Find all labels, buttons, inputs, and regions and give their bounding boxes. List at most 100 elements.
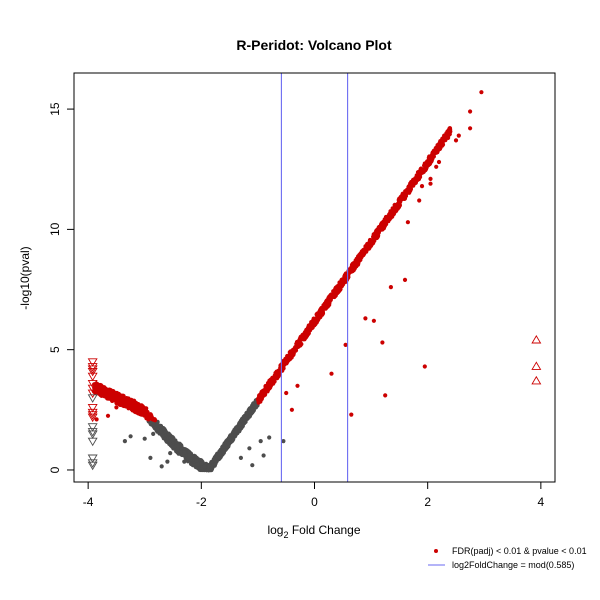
significant-point <box>289 407 294 412</box>
significant-point <box>388 285 393 290</box>
clipped-point-down <box>87 413 98 423</box>
significant-point <box>380 340 385 345</box>
x-tick-label: -4 <box>83 495 94 509</box>
significant-point <box>124 396 129 401</box>
significant-point <box>436 159 442 165</box>
nonsignificant-point <box>195 462 200 467</box>
nonsignificant-point <box>148 455 153 460</box>
clipped-point-up <box>531 334 542 344</box>
significant-point <box>320 307 325 312</box>
nonsignificant-point <box>202 464 207 469</box>
nonsignificant-point <box>237 422 243 427</box>
significant-point <box>453 138 459 143</box>
nonsignificant-point <box>194 458 199 463</box>
significant-point <box>287 357 292 362</box>
significant-point <box>349 412 354 417</box>
significant-point <box>407 184 412 189</box>
nonsignificant-point <box>227 436 232 441</box>
significant-point <box>414 173 419 178</box>
clipped-point-down <box>87 430 98 439</box>
significant-point <box>328 295 333 300</box>
significant-point <box>402 277 408 282</box>
significant-point <box>142 406 148 411</box>
significant-point <box>405 188 410 194</box>
nonsignificant-point <box>142 436 147 441</box>
significant-point <box>373 233 378 238</box>
nonsignificant-point <box>258 439 263 444</box>
significant-point <box>324 300 329 305</box>
legend-label-significant: FDR(padj) < 0.01 & pvalue < 0.01 <box>452 546 587 556</box>
significant-point <box>430 153 435 158</box>
significant-point <box>143 410 148 415</box>
significant-point <box>387 215 392 220</box>
nonsignificant-point <box>182 459 187 464</box>
significant-point <box>130 399 135 404</box>
nonsignificant-point <box>229 433 234 438</box>
significant-point <box>358 257 363 262</box>
nonsignificant-point <box>170 444 175 449</box>
significant-point <box>456 133 461 138</box>
nonsignificant-point <box>226 441 231 446</box>
significant-point <box>105 413 111 418</box>
significant-point <box>354 260 359 265</box>
y-tick-label: 15 <box>48 102 62 116</box>
significant-point <box>98 386 103 391</box>
significant-point <box>311 321 316 326</box>
nonsignificant-point <box>199 461 204 466</box>
significant-point <box>260 388 265 394</box>
significant-point <box>284 390 289 396</box>
significant-point <box>108 396 113 402</box>
significant-point <box>418 166 424 171</box>
significant-point <box>357 252 362 257</box>
significant-point <box>363 316 368 321</box>
nonsignificant-point <box>188 457 193 462</box>
nonsignificant-point <box>217 452 222 457</box>
significant-point <box>374 228 379 233</box>
nonsignificant-point <box>151 431 156 436</box>
nonsignificant-point <box>163 429 168 434</box>
significant-point <box>391 210 396 215</box>
significant-point <box>422 364 427 369</box>
clipped-point-down <box>87 423 98 432</box>
significant-point <box>428 181 433 186</box>
nonsignificant-point <box>122 439 127 444</box>
nonsignificant-point <box>187 453 192 458</box>
significant-point <box>332 294 338 299</box>
nonsignificant-point <box>128 434 133 439</box>
significant-point <box>441 137 446 142</box>
clipped-point-down <box>87 358 98 367</box>
significant-point <box>284 358 289 363</box>
significant-point <box>340 282 346 287</box>
significant-point <box>153 418 158 423</box>
chart-title: R-Peridot: Volcano Plot <box>236 37 392 53</box>
significant-point <box>258 393 263 398</box>
clipped-point-down <box>87 372 98 382</box>
clipped-point-down <box>87 367 98 377</box>
significant-point <box>405 220 410 225</box>
nonsignificant-point <box>242 421 247 426</box>
nonsignificant-point <box>212 457 217 463</box>
clipped-point-down <box>87 411 98 420</box>
nonsignificant-point <box>231 429 236 434</box>
nonsignificant-point <box>235 425 240 430</box>
significant-point <box>304 327 309 332</box>
legend: FDR(padj) < 0.01 & pvalue < 0.01 log2Fol… <box>428 546 587 570</box>
significant-point <box>255 397 261 402</box>
clipped-point-down <box>87 384 98 394</box>
significant-point <box>144 414 149 419</box>
clipped-point-down <box>87 389 98 399</box>
significant-point <box>381 223 386 228</box>
significant-point <box>447 132 452 137</box>
significant-point <box>397 204 402 209</box>
nonsignificant-point <box>159 464 164 469</box>
significant-point <box>425 159 430 164</box>
significant-point <box>133 410 138 415</box>
x-tick-label: 2 <box>424 495 431 509</box>
significant-point <box>362 249 367 254</box>
y-tick-label: 0 <box>48 466 62 473</box>
significant-point <box>303 335 308 340</box>
significant-point <box>447 126 452 131</box>
significant-point <box>428 176 433 181</box>
nonsignificant-point <box>161 426 166 431</box>
nonsignificant-point <box>247 446 252 451</box>
